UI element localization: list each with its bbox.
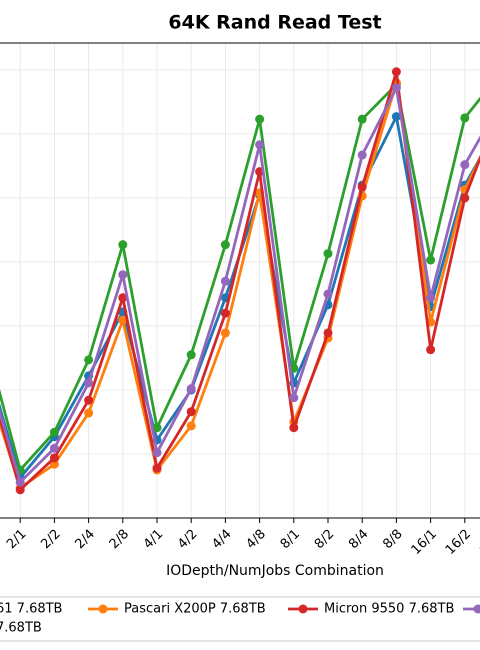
marker: [460, 113, 470, 123]
marker: [49, 443, 59, 453]
x-tick-label: 2/4: [73, 527, 98, 552]
marker: [118, 293, 128, 303]
chart-title: 64K Rand Read Test: [168, 12, 381, 34]
marker: [49, 427, 59, 437]
x-tick-label: 8/8: [380, 527, 405, 552]
marker: [391, 67, 401, 77]
marker: [84, 395, 94, 405]
marker: [323, 289, 333, 299]
marker: [186, 384, 196, 394]
marker: [426, 255, 436, 265]
marker: [391, 83, 401, 93]
legend-label: 7.68TB: [0, 621, 42, 636]
x-tick-label: 8/4: [346, 527, 371, 552]
marker: [220, 276, 230, 286]
plot-area: 2/1 2/2 2/4 2/8 4/1 4/2 4/4 4/8 8/1 8/2 8/4 8/8 16/1…: [0, 42, 480, 558]
marker: [391, 112, 401, 122]
marker: [84, 378, 94, 388]
line: [0, 81, 480, 473]
marker: [84, 355, 94, 365]
legend-box: [0, 596, 480, 642]
marker: [323, 249, 333, 259]
marker: [255, 114, 265, 124]
marker: [186, 350, 196, 360]
legend-label: Pascari X200P 7.68TB: [124, 602, 266, 617]
x-tick-label: 8/1: [278, 527, 303, 552]
legend-label: 61 7.68TB: [0, 602, 62, 617]
marker: [186, 407, 196, 417]
marker: [152, 448, 162, 458]
marker: [255, 140, 265, 150]
x-tick-label: 2/1: [4, 527, 29, 552]
marker: [357, 114, 367, 124]
marker: [49, 453, 59, 463]
x-tick-label: 2/8: [107, 527, 132, 552]
line: [0, 83, 480, 485]
marker: [15, 485, 25, 495]
x-tick-label: 16/2: [443, 527, 474, 558]
marker: [220, 328, 230, 338]
marker: [426, 345, 436, 355]
line: [0, 71, 480, 493]
marker: [152, 463, 162, 473]
legend-marker: [298, 604, 308, 614]
marker: [118, 240, 128, 250]
legend-label: Micron 9550 7.68TB: [324, 602, 454, 617]
marker: [15, 477, 25, 487]
marker: [289, 393, 299, 403]
legend-marker: [473, 604, 480, 614]
marker: [460, 193, 470, 203]
x-axis-label: IODepth/NumJobs Combination: [166, 563, 384, 579]
marker: [152, 423, 162, 433]
marker: [289, 423, 299, 433]
x-tick-label: 2/2: [38, 527, 63, 552]
marker: [323, 328, 333, 338]
marker: [186, 421, 196, 431]
marker: [118, 270, 128, 280]
x-tick-label: 4/8: [244, 527, 269, 552]
marker: [460, 160, 470, 170]
marker: [220, 308, 230, 318]
marker: [49, 459, 59, 469]
legend-marker: [98, 604, 108, 614]
marker: [118, 315, 128, 325]
x-tick-label: 4/4: [209, 527, 234, 552]
marker: [357, 150, 367, 160]
x-tick-label: 4/1: [141, 527, 166, 552]
marker: [289, 363, 299, 373]
marker: [357, 182, 367, 192]
x-tick-label: 8/2: [312, 527, 337, 552]
x-tick-label: 16/1: [409, 527, 440, 558]
x-tick-label: 4/2: [175, 527, 200, 552]
marker: [426, 293, 436, 303]
marker: [220, 240, 230, 250]
marker: [84, 408, 94, 418]
